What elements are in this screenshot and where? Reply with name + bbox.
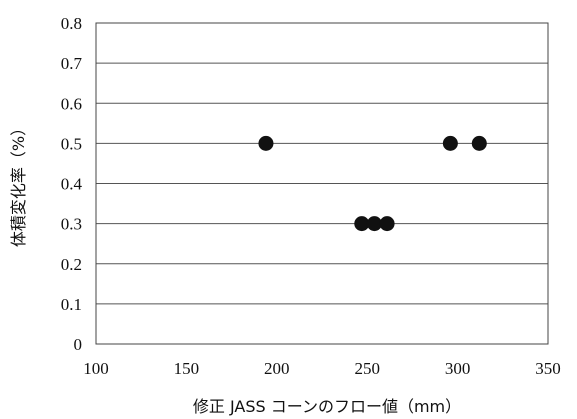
x-tick-label: 350 [535, 359, 561, 378]
y-tick-label: 0.5 [61, 134, 82, 153]
data-point [258, 135, 274, 151]
y-tick-labels: 0 0.1 0.2 0.3 0.4 0.5 0.6 0.7 0.8 [61, 14, 83, 354]
x-tick-label: 200 [264, 359, 290, 378]
data-point [366, 216, 382, 232]
grid-lines [96, 22, 548, 345]
plot-area-frame [95, 22, 549, 345]
y-axis-title: 体積変化率（%） [9, 120, 28, 247]
x-tick-label: 100 [83, 359, 109, 378]
x-tick-label: 250 [354, 359, 380, 378]
y-tick-label: 0 [74, 335, 83, 354]
data-point [379, 216, 395, 232]
data-points [258, 135, 487, 232]
y-tick-label: 0.3 [61, 215, 82, 234]
y-tick-label: 0.2 [61, 255, 82, 274]
y-tick-label: 0.6 [61, 94, 82, 113]
data-point [354, 216, 370, 232]
data-point [471, 135, 487, 151]
x-tick-labels: 100 150 200 250 300 350 [83, 359, 561, 378]
x-axis-title: 修正 JASS コーンのフロー値（mm） [193, 397, 461, 416]
y-tick-label: 0.4 [61, 175, 83, 194]
y-tick-label: 0.7 [61, 54, 83, 73]
data-point [442, 135, 458, 151]
y-tick-label: 0.1 [61, 295, 82, 314]
x-tick-label: 300 [445, 359, 471, 378]
x-tick-label: 150 [174, 359, 200, 378]
y-tick-label: 0.8 [61, 14, 82, 33]
